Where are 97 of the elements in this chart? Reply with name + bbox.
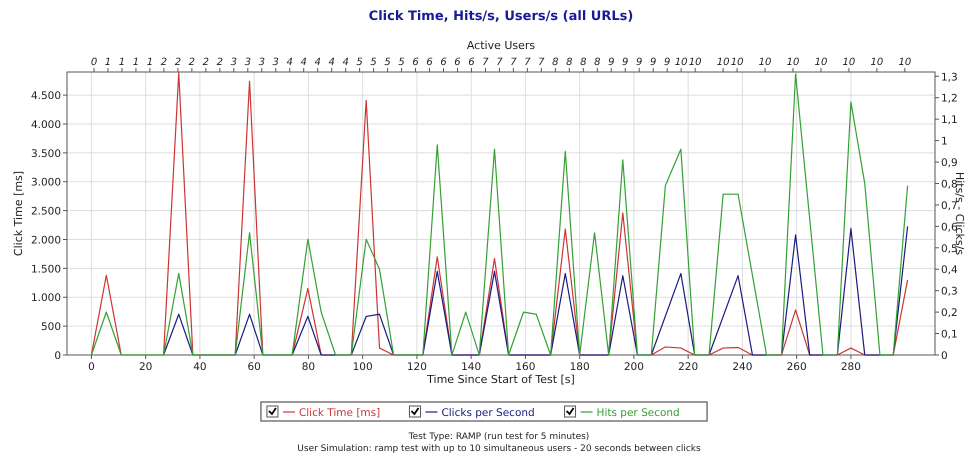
legend-label: Hits per Second — [596, 407, 680, 419]
text: 1 — [118, 57, 126, 68]
x-tick-label: 40 — [193, 361, 207, 373]
x-tick-label: 260 — [786, 361, 807, 373]
text: 3 — [258, 57, 265, 68]
text: 8 — [566, 57, 573, 68]
text: 5 — [384, 57, 391, 68]
y-tick-label: 2.500 — [30, 206, 61, 218]
text: 10 — [870, 57, 884, 68]
y2-tick-label: 1,2 — [941, 92, 958, 105]
y2-tick-label: 0,4 — [941, 264, 958, 276]
y-tick-label: 1.000 — [30, 292, 61, 304]
x-tick-label: 100 — [352, 361, 373, 373]
text: 4 — [342, 57, 349, 68]
text: 8 — [580, 57, 586, 68]
text: 4 — [300, 57, 307, 68]
x-tick-label: 0 — [88, 361, 95, 373]
y2-tick-label: 0,3 — [941, 286, 958, 298]
x-tick-label: 280 — [840, 361, 861, 373]
text: 2 — [216, 57, 224, 68]
text: 9 — [622, 57, 628, 68]
text: 9 — [608, 57, 614, 68]
x-tick-label: 20 — [138, 361, 152, 373]
text: 1 — [132, 57, 140, 68]
text: 5 — [356, 57, 363, 68]
text: 6 — [468, 57, 475, 68]
text: 7 — [538, 57, 546, 68]
x-tick-label: 80 — [302, 361, 316, 373]
text: 10 — [716, 57, 730, 68]
x-tick-label: 220 — [678, 361, 698, 373]
text: 5 — [370, 57, 377, 68]
x-tick-label: 60 — [247, 361, 261, 373]
text: 6 — [454, 57, 461, 68]
text: 6 — [426, 57, 433, 68]
text: 10 — [842, 57, 856, 68]
x-tick-label: 120 — [406, 361, 427, 373]
y2-tick-label: 0,9 — [941, 157, 958, 170]
text: 3 — [230, 57, 237, 68]
y-tick-label: 0 — [54, 350, 61, 362]
text: 7 — [482, 57, 490, 68]
text: 2 — [202, 57, 210, 68]
text: 10 — [786, 57, 800, 68]
text: 10 — [898, 57, 912, 68]
y-tick-label: 2.000 — [30, 234, 61, 246]
y-tick-label: 1.500 — [30, 263, 61, 276]
text: 10 — [674, 57, 688, 68]
y-tick-label: 4.500 — [30, 90, 61, 102]
y-tick-label: 3.500 — [30, 148, 61, 160]
x-axis-title: Time Since Start of Test [s] — [426, 373, 575, 386]
text: 2 — [188, 57, 196, 68]
y2-tick-label: 0,2 — [941, 307, 958, 320]
text: 10 — [814, 57, 828, 68]
x2-axis-title: Active Users — [466, 39, 536, 52]
text: 5 — [398, 57, 405, 68]
y2-tick-label: 0 — [941, 350, 948, 362]
text: 9 — [636, 57, 642, 68]
text: 2 — [174, 57, 182, 68]
y-tick-label: 500 — [40, 321, 61, 334]
text: 2 — [160, 57, 168, 68]
legend-label: Click Time [ms] — [298, 407, 380, 419]
text: 7 — [510, 57, 518, 68]
y-axis-title: Click Time [ms] — [12, 170, 25, 256]
y2-tick-label: 1,3 — [941, 71, 958, 84]
text: 4 — [314, 57, 321, 68]
text: 1 — [104, 57, 112, 68]
y-tick-label: 4.000 — [30, 118, 61, 131]
text: 9 — [664, 57, 670, 68]
text: 10 — [688, 57, 702, 68]
text: 4 — [328, 57, 335, 68]
legend-label: Clicks per Second — [441, 407, 535, 419]
text: 7 — [524, 57, 532, 68]
line-series — [162, 226, 908, 356]
text: 3 — [272, 57, 279, 68]
x-tick-label: 160 — [515, 361, 536, 373]
text: 3 — [244, 57, 251, 68]
text: 10 — [730, 57, 744, 68]
text: 8 — [594, 57, 600, 68]
x-tick-label: 240 — [732, 361, 752, 373]
text: User Simulation: ramp test with up to 10 simultaneous users - 20 seconds between clicks — [297, 444, 701, 454]
text: 4 — [286, 57, 293, 68]
text: 6 — [412, 57, 419, 68]
y2-tick-label: 1,1 — [941, 114, 958, 126]
y2-tick-label: 1 — [941, 136, 948, 148]
text: 1 — [146, 57, 154, 68]
text: Test Type: RAMP (run test for 5 minutes) — [408, 432, 590, 442]
text: 8 — [552, 57, 559, 68]
text: 7 — [496, 57, 504, 68]
x-tick-label: 200 — [624, 361, 644, 373]
text: 10 — [758, 57, 772, 68]
y2-tick-label: 0,1 — [941, 328, 958, 341]
text: 9 — [650, 57, 656, 68]
text: 0 — [90, 57, 98, 68]
x-tick-label: 180 — [570, 361, 590, 373]
chart-title: Click Time, Hits/s, Users/s (all URLs) — [368, 9, 634, 24]
y-tick-label: 3.000 — [30, 176, 61, 189]
x-tick-label: 140 — [461, 361, 482, 373]
text: 6 — [440, 57, 447, 68]
